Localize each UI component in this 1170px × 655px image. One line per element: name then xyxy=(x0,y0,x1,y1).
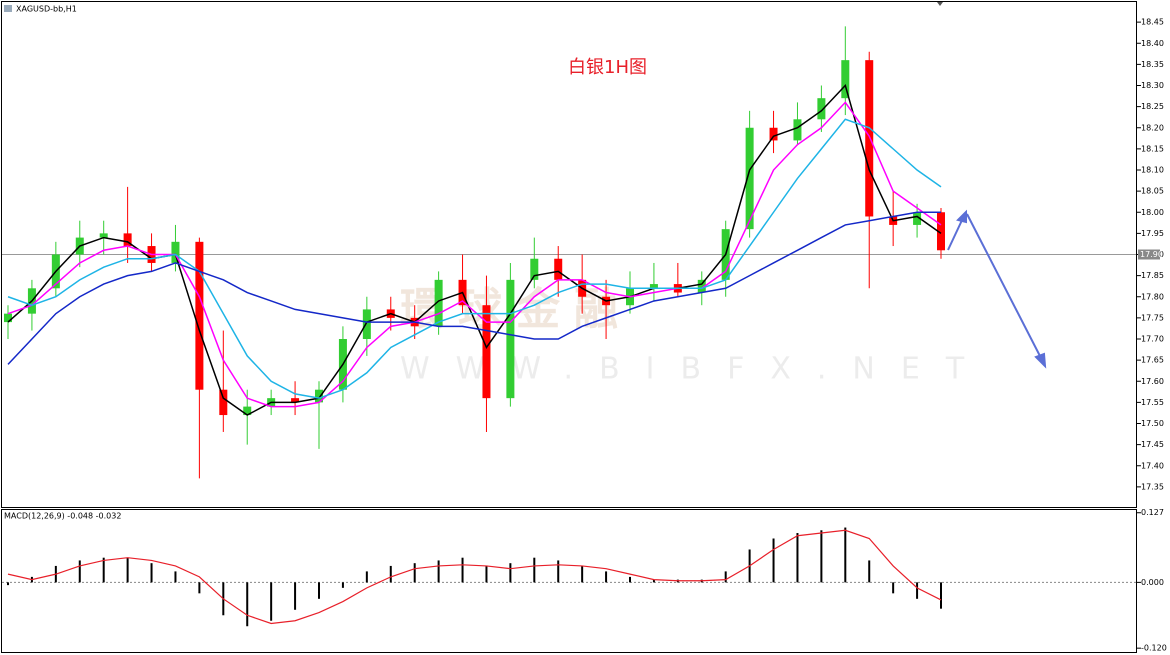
y-tick-label: 17.70 xyxy=(1141,335,1164,344)
candle-body xyxy=(530,258,539,280)
y-tick-label: 18.25 xyxy=(1141,102,1164,111)
y-tick-label: 18.20 xyxy=(1141,123,1164,132)
candle-body xyxy=(362,309,371,339)
arrow-line xyxy=(947,217,964,251)
candle-body xyxy=(99,233,108,238)
y-tick-label: 18.35 xyxy=(1141,60,1164,69)
candle-body xyxy=(219,389,228,416)
y-tick-label: 17.85 xyxy=(1141,271,1164,280)
y-tick-label: 18.10 xyxy=(1141,166,1164,175)
y-tick-label: 17.45 xyxy=(1141,440,1164,449)
candle-body xyxy=(4,313,12,323)
candle-body xyxy=(291,398,300,403)
candle-body xyxy=(817,98,826,120)
y-tick-label: -0.120 xyxy=(1141,644,1167,653)
pane-border xyxy=(1,1,1137,508)
y-tick-label: 18.15 xyxy=(1141,144,1164,153)
arrow-line xyxy=(966,213,1042,359)
moving-average xyxy=(7,118,942,399)
forecast-arrows xyxy=(947,209,1047,369)
arrow-head xyxy=(1034,352,1047,369)
moving-average xyxy=(7,101,942,408)
candle-body xyxy=(937,212,945,251)
y-tick-label: 17.55 xyxy=(1141,398,1164,407)
macd-pane: 0.127 0.000 -0.120 xyxy=(2,508,1167,653)
candle-body xyxy=(506,279,515,399)
y-tick-label: 17.35 xyxy=(1141,482,1164,491)
candle-body xyxy=(171,241,180,263)
candle-body xyxy=(123,233,132,247)
candle-body xyxy=(913,212,922,225)
y-tick-label: 18.40 xyxy=(1141,39,1164,48)
y-tick-label: 17.50 xyxy=(1141,419,1164,428)
symbol-title: XAGUSD-bb,H1 xyxy=(16,5,77,14)
candle-body xyxy=(554,258,563,280)
y-tick-label: 18.05 xyxy=(1141,187,1164,196)
price-pane: 18.45 18.40 18.35 18.30 18.25 18.20 18.15 18.10… xyxy=(2,18,1164,491)
symbol-icon xyxy=(4,5,12,12)
y-tick-label: 17.75 xyxy=(1141,313,1164,322)
macd-title: MACD(12,26,9) -0.048 -0.032 xyxy=(4,512,121,521)
signal-line xyxy=(7,529,942,625)
candle-body xyxy=(769,127,778,141)
candle-body xyxy=(434,279,443,327)
annotation: 白银1H图 xyxy=(568,57,647,78)
candle-body xyxy=(315,389,323,403)
candle-body xyxy=(243,406,252,416)
candle-body xyxy=(649,284,658,289)
candle-body xyxy=(841,60,850,99)
y-tick-label: 17.60 xyxy=(1141,377,1164,386)
y-tick-label: 0.127 xyxy=(1141,508,1164,517)
y-tick-label: 18.00 xyxy=(1141,208,1164,217)
candle-body xyxy=(482,305,491,399)
y-tick-label: 0.000 xyxy=(1141,578,1164,587)
y-tick-label: 17.80 xyxy=(1141,292,1164,301)
y-tick-label: 17.40 xyxy=(1141,461,1164,470)
y-tick-label: 17.65 xyxy=(1141,356,1164,365)
moving-average xyxy=(7,211,941,365)
arrow-head xyxy=(956,209,967,224)
y-tick-label: 18.45 xyxy=(1141,18,1164,27)
watermark: WWW.BIBFX.NET xyxy=(400,352,990,387)
current-price-box xyxy=(1138,249,1160,260)
candle-body xyxy=(697,279,706,293)
candle-body xyxy=(745,127,754,230)
candle-body xyxy=(195,241,204,390)
current-price-label: 17.90 xyxy=(1140,250,1163,259)
candle-body xyxy=(865,60,874,217)
marker xyxy=(937,2,943,6)
candle-body xyxy=(793,119,802,141)
y-tick-label: 17.95 xyxy=(1141,229,1164,238)
pane-border xyxy=(1,509,1137,653)
y-tick-label: 18.30 xyxy=(1141,81,1164,90)
